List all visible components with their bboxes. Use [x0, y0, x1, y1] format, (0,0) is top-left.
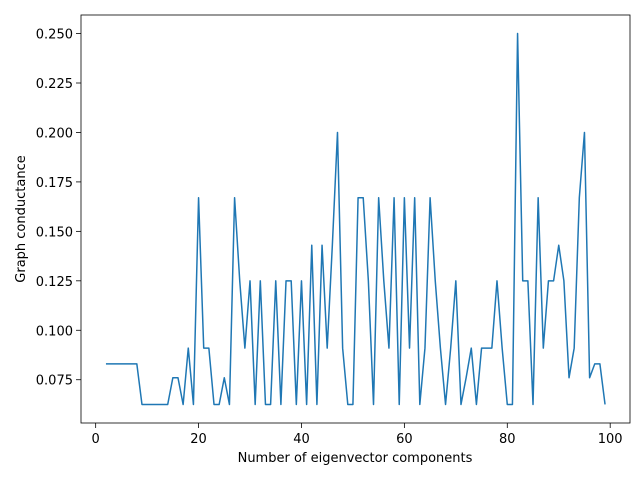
y-tick-label: 0.175 [36, 176, 73, 191]
y-tick-label: 0.150 [36, 225, 73, 240]
x-tick-label: 0 [92, 432, 100, 447]
x-axis-label: Number of eigenvector components [238, 451, 473, 466]
x-tick-label: 100 [598, 432, 623, 447]
y-tick-label: 0.075 [36, 374, 73, 389]
x-tick-label: 40 [293, 432, 310, 447]
y-tick-label: 0.125 [36, 275, 73, 290]
y-tick-label: 0.250 [36, 28, 73, 43]
line-series [105, 32, 606, 406]
axes-frame [80, 14, 631, 424]
y-axis-label: Graph conductance [14, 155, 29, 282]
x-tick-label: 20 [190, 432, 207, 447]
y-tick-label: 0.100 [36, 324, 73, 339]
x-tick-label: 80 [499, 432, 516, 447]
y-tick-label: 0.200 [36, 126, 73, 141]
x-tick-label: 60 [396, 432, 413, 447]
y-tick-label: 0.225 [36, 77, 73, 92]
